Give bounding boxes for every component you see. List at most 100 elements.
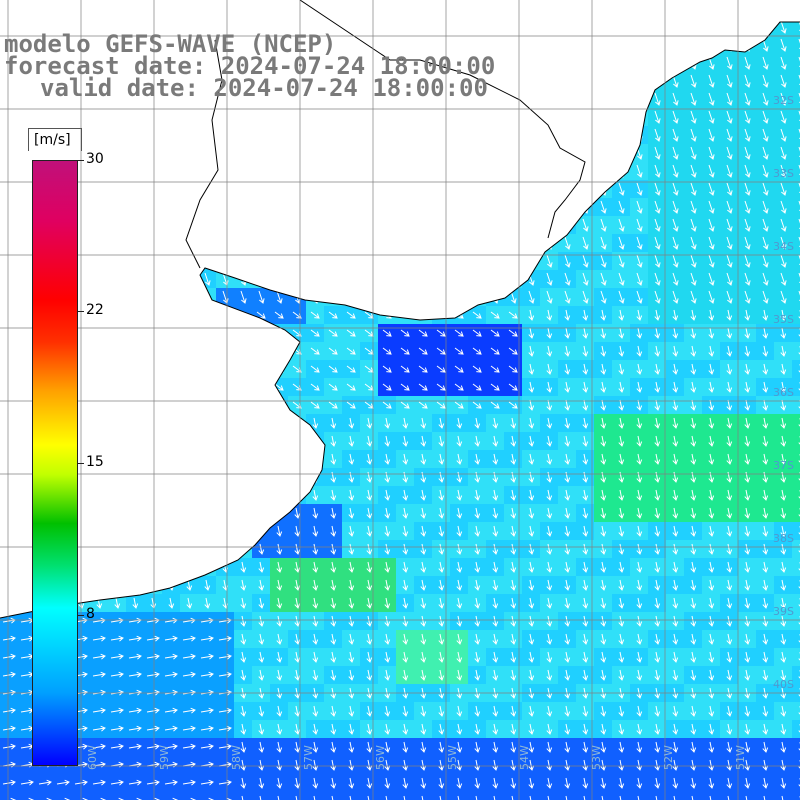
wind-arrow (744, 327, 751, 339)
wind-arrow (218, 743, 232, 750)
wind-arrow (600, 741, 607, 753)
wind-arrow (420, 579, 427, 591)
wind-arrow (780, 363, 787, 375)
title-valid-date: valid date: 2024-07-24 18:00:00 (40, 74, 488, 102)
wind-arrow (726, 363, 733, 375)
wind-arrow (312, 705, 319, 717)
wind-arrow (330, 669, 337, 681)
wind-arrow (672, 218, 679, 232)
wind-arrow (330, 741, 337, 753)
wind-arrow (384, 669, 391, 681)
wind-arrow (420, 777, 427, 789)
wind-arrow (474, 543, 481, 555)
wind-arrow (672, 164, 679, 178)
wind-arrow (474, 579, 481, 591)
wind-arrow (418, 365, 428, 373)
wind-arrow (636, 345, 643, 357)
wind-arrow (546, 399, 553, 411)
wind-arrow (780, 200, 787, 214)
wind-arrow (744, 435, 751, 447)
wind-arrow (384, 705, 391, 717)
wind-arrow (582, 579, 589, 591)
wind-arrow (472, 365, 482, 373)
wind-arrow (762, 92, 769, 106)
wind-arrow (348, 777, 355, 789)
wind-arrow (528, 579, 535, 591)
wind-arrow (146, 743, 160, 750)
wind-arrow (310, 401, 320, 409)
wind-arrow (294, 759, 301, 771)
wind-arrow (672, 453, 679, 465)
wind-arrow (546, 381, 553, 393)
wind-arrow (128, 743, 142, 750)
wind-arrow (218, 707, 232, 714)
wind-arrow (708, 272, 715, 286)
wind-arrow (636, 417, 643, 429)
wind-arrow (528, 290, 535, 304)
wind-arrow (600, 254, 607, 268)
wind-arrow (454, 383, 464, 391)
wind-arrow (258, 561, 265, 573)
wind-arrow (708, 435, 715, 447)
wind-arrow (456, 543, 463, 555)
wind-arrow (258, 543, 265, 555)
wind-arrow (276, 615, 283, 627)
wind-arrow (565, 795, 568, 800)
wind-arrow (400, 365, 410, 373)
wind-cell (792, 54, 800, 72)
wind-arrow (672, 309, 679, 321)
wind-arrow (654, 561, 661, 573)
wind-arrow (348, 525, 355, 537)
wind-arrow (672, 705, 679, 717)
wind-arrow (546, 489, 553, 501)
wind-arrow (690, 110, 697, 124)
wind-cell (792, 648, 800, 666)
wind-arrow (438, 777, 445, 789)
wind-arrow (510, 561, 517, 573)
wind-arrow (420, 669, 427, 681)
wind-arrow (654, 453, 661, 465)
wind-arrow (420, 507, 427, 519)
wind-arrow (780, 128, 787, 142)
wind-arrow (546, 651, 553, 663)
wind-arrow (490, 401, 500, 409)
wind-arrow (618, 345, 625, 357)
wind-arrow (546, 345, 553, 357)
wind-arrow (672, 651, 679, 663)
wind-arrow (366, 489, 373, 501)
wind-arrow (582, 254, 589, 268)
wind-arrow (420, 633, 427, 645)
wind-arrow (600, 759, 607, 771)
wind-arrow (348, 435, 355, 447)
wind-cell (144, 792, 162, 800)
wind-arrow (56, 779, 70, 786)
wind-arrow (636, 723, 643, 735)
wind-arrow (654, 254, 661, 268)
wind-arrow (654, 579, 661, 591)
wind-arrow (240, 633, 247, 645)
wind-arrow (762, 597, 769, 609)
wind-arrow (708, 309, 715, 321)
wind-arrow (136, 797, 142, 800)
wind-arrow (564, 525, 571, 537)
wind-arrow (744, 615, 751, 627)
wind-arrow (240, 615, 247, 627)
wind-arrow (690, 254, 697, 268)
wind-arrow (618, 435, 625, 447)
wind-arrow (2, 635, 16, 642)
wind-arrow (348, 417, 355, 429)
wind-arrow (402, 759, 409, 771)
wind-arrow (492, 507, 499, 519)
wind-arrow (382, 365, 392, 373)
wind-arrow (312, 777, 319, 789)
wind-arrow (200, 779, 214, 786)
wind-cell (108, 792, 126, 800)
wind-cell (792, 630, 800, 648)
wind-arrow (564, 309, 571, 321)
wind-arrow (403, 795, 406, 800)
wind-arrow (672, 435, 679, 447)
wind-arrow (690, 489, 697, 501)
wind-arrow (726, 435, 733, 447)
wind-arrow (780, 615, 787, 627)
